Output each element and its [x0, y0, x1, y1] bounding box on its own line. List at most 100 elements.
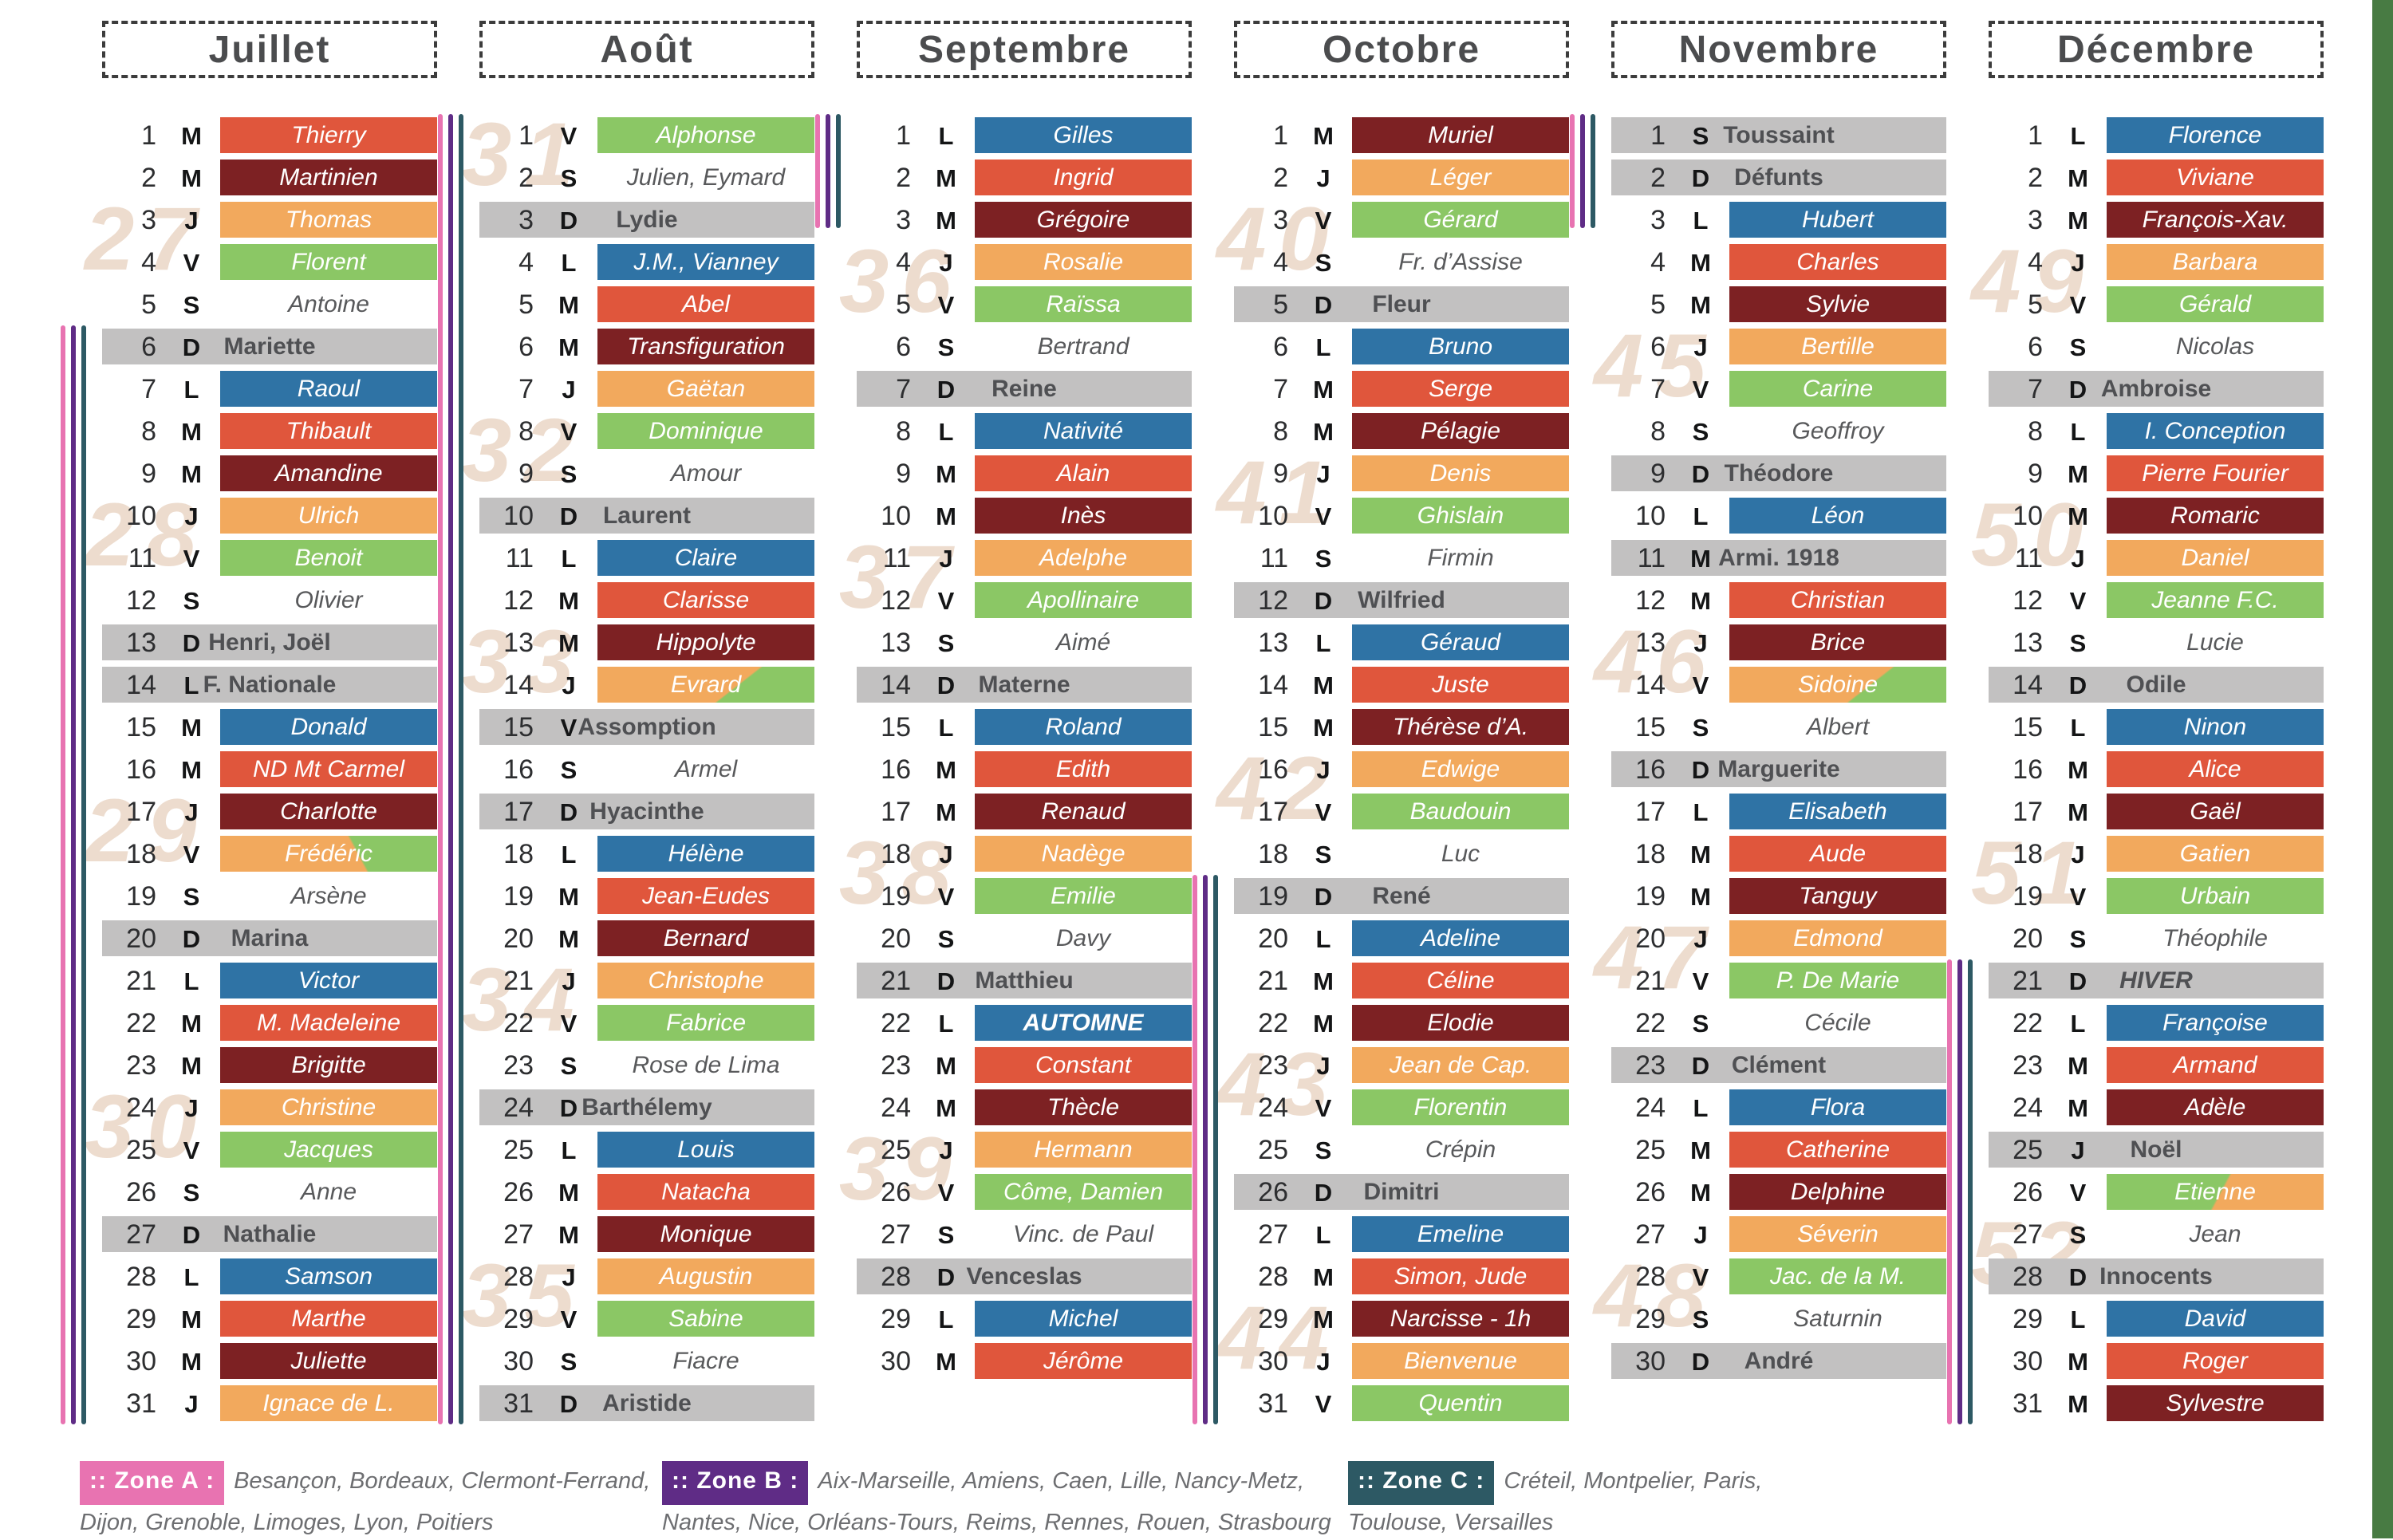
day-letter: M — [1306, 967, 1341, 996]
day-name: Delphine — [1729, 1179, 1946, 1206]
day-name: Raïssa — [975, 291, 1192, 318]
day-name: Céline — [1352, 967, 1569, 995]
day-name: Nativité — [975, 418, 1192, 445]
day-letter: V — [551, 122, 586, 151]
day-name: Bienvenue — [1352, 1348, 1569, 1375]
day-name: Emeline — [1352, 1221, 1569, 1248]
day-name: Jean — [2107, 1221, 2324, 1248]
day-letter: L — [1683, 798, 1718, 827]
day-number: 31 — [1993, 1388, 2043, 1420]
day-letter: M — [174, 1052, 209, 1081]
day-letter: L — [174, 376, 209, 404]
day-name: Alain — [975, 460, 1192, 487]
day-name: Elisabeth — [1729, 798, 1946, 825]
day-name: Thibault — [220, 418, 437, 445]
day-letter: L — [928, 122, 964, 151]
day-number: 17 — [861, 797, 911, 828]
day-number: 16 — [107, 754, 156, 786]
day-letter: M — [174, 714, 209, 742]
day-name: Jean-Eudes — [597, 883, 814, 910]
day-name: Natacha — [597, 1179, 814, 1206]
day-name: Gérald — [2107, 291, 2324, 318]
day-name: Fabrice — [597, 1010, 814, 1037]
day-letter: S — [174, 291, 209, 320]
legend-zone-line1: :: Zone A :Besançon, Bordeaux, Clermont-… — [80, 1461, 650, 1505]
day-letter: L — [174, 1263, 209, 1292]
day-name: Renaud — [975, 798, 1192, 825]
day-letter: J — [1306, 460, 1341, 489]
day-letter: M — [928, 502, 964, 531]
day-letter: S — [2060, 925, 2095, 954]
day-number: 13 — [484, 628, 534, 659]
vacation-bar-zone-b — [1957, 959, 1962, 1424]
day-letter: V — [551, 1010, 586, 1038]
day-letter: V — [174, 841, 209, 869]
day-number: 20 — [1239, 924, 1288, 955]
day-name: Pierre Fourier — [2107, 460, 2324, 487]
day-number: 16 — [861, 754, 911, 786]
day-number: 11 — [1239, 543, 1288, 574]
day-letter: M — [1683, 249, 1718, 278]
day-name: Reine — [857, 376, 1192, 403]
day-letter: S — [174, 883, 209, 912]
day-letter: V — [2060, 291, 2095, 320]
day-number: 29 — [861, 1304, 911, 1335]
day-name: Davy — [975, 925, 1192, 952]
day-letter: V — [1683, 967, 1718, 996]
day-name: Juliette — [220, 1348, 437, 1375]
day-number: 13 — [861, 628, 911, 659]
day-number: 29 — [1993, 1304, 2043, 1335]
day-letter: M — [174, 1306, 209, 1334]
day-letter: M — [551, 883, 586, 912]
day-number: 12 — [484, 585, 534, 616]
day-letter: M — [551, 587, 586, 616]
day-number: 27 — [484, 1219, 534, 1251]
day-number: 22 — [1239, 1008, 1288, 1039]
day-number: 21 — [107, 966, 156, 997]
day-name: Armand — [2107, 1052, 2324, 1079]
day-number: 3 — [861, 205, 911, 236]
day-letter: V — [551, 1306, 586, 1334]
day-name: Théophile — [2107, 925, 2324, 952]
day-number: 4 — [1616, 247, 1666, 278]
day-number: 20 — [1616, 924, 1666, 955]
day-number: 1 — [1239, 120, 1288, 152]
day-name: René — [1234, 883, 1569, 910]
day-name: Tanguy — [1729, 883, 1946, 910]
day-name: Armi. 1918 — [1611, 545, 1946, 572]
legend-zone-chip: :: Zone A : — [80, 1461, 224, 1505]
day-letter: J — [1683, 925, 1718, 954]
day-name: Jérôme — [975, 1348, 1192, 1375]
